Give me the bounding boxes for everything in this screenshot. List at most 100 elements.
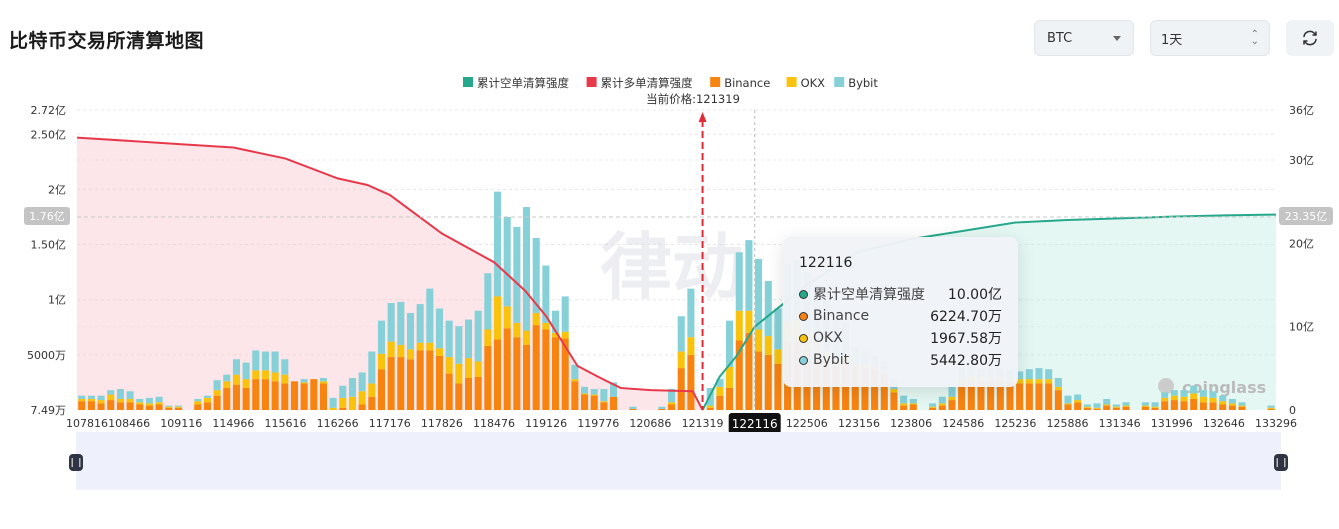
x-tick: 116266 (317, 417, 359, 430)
liquidation-bar (1074, 400, 1082, 403)
liquidation-bar (1016, 383, 1024, 410)
liquidation-bar (1267, 407, 1275, 409)
liquidation-bar (532, 237, 540, 313)
tooltip-label: OKX (813, 330, 843, 346)
liquidation-bar (484, 346, 492, 410)
tooltip-title: 122116 (799, 255, 853, 271)
liquidation-bar (1151, 402, 1159, 407)
x-tick: 117176 (369, 417, 411, 430)
slider-handle-right[interactable]: ❙❙ (1273, 454, 1289, 471)
liquidation-bar (213, 380, 221, 391)
liquidation-bar (716, 395, 724, 410)
liquidation-bar (252, 370, 260, 380)
liquidation-bar (948, 396, 956, 401)
liquidation-bar (1267, 408, 1275, 410)
x-axis-pointer-label: 122116 (732, 417, 778, 431)
right-axis-pointer (1279, 207, 1333, 225)
liquidation-bar (107, 400, 115, 410)
right-y-tick: 36亿 (1289, 104, 1314, 117)
x-tick: 123806 (890, 417, 932, 430)
liquidation-bar (165, 405, 173, 407)
liquidation-bar (242, 379, 250, 388)
liquidation-bar (1180, 390, 1188, 397)
tooltip-label: Binance (813, 308, 870, 324)
liquidation-bar (1209, 397, 1217, 403)
liquidation-bar (1083, 404, 1091, 407)
liquidation-bar (900, 405, 908, 410)
page-title: 比特币交易所清算地图 (9, 30, 205, 52)
liquidation-bar (755, 329, 763, 352)
liquidation-bar (590, 394, 598, 396)
liquidation-bar (87, 401, 95, 410)
tooltip-value: 5442.80万 (930, 353, 1002, 369)
liquidation-bar (78, 398, 86, 402)
liquidation-bar (1219, 401, 1227, 405)
liquidation-bar (1180, 401, 1188, 410)
chart-tooltip: 122116 累计空单清算强度 10.00亿 Binance 6224.70万 … (783, 237, 1018, 387)
liquidation-bar (455, 363, 463, 384)
liquidation-bar (1219, 395, 1227, 402)
liquidation-bar (706, 407, 714, 410)
liquidation-bar (774, 363, 782, 410)
x-tick: 123156 (838, 417, 880, 430)
liquidation-bar (1161, 401, 1169, 410)
liquidation-bar (416, 350, 424, 410)
liquidation-bar (155, 404, 163, 410)
liquidation-bar (271, 351, 279, 373)
refresh-button[interactable] (1286, 20, 1334, 56)
liquidation-bar (1170, 395, 1178, 401)
liquidation-bar (561, 296, 569, 332)
x-tick: 132646 (1203, 417, 1245, 430)
tooltip-value: 6224.70万 (930, 309, 1002, 325)
liquidation-bar (1083, 406, 1091, 408)
zoom-slider-track[interactable] (76, 432, 1281, 490)
liquidation-bar (271, 372, 279, 382)
liquidation-bar (755, 258, 763, 330)
left-y-tick: 2.50亿 (31, 128, 67, 141)
liquidation-bar (1190, 398, 1198, 410)
liquidation-bar (87, 395, 95, 399)
liquidation-bar (493, 296, 502, 340)
liquidation-bar (174, 406, 182, 408)
coin-select[interactable]: BTC (1034, 20, 1134, 56)
x-tick: 119776 (577, 417, 619, 430)
liquidation-bar (716, 379, 724, 387)
liquidation-bar (339, 397, 347, 408)
liquidation-bar (87, 398, 95, 402)
time-range-select[interactable]: 1天 ⌃ ⌄ (1150, 20, 1270, 56)
x-tick: 120686 (629, 417, 671, 430)
liquidation-bar (1219, 404, 1227, 410)
coin-select-value: BTC (1047, 30, 1073, 46)
tooltip-label: Bybit (813, 352, 850, 368)
liquidation-bar (339, 407, 347, 410)
refresh-icon (1303, 30, 1317, 46)
liquidation-bar (929, 407, 937, 410)
x-tick: 117826 (421, 417, 463, 430)
legend-item: 累计多单清算强度 (601, 76, 693, 90)
liquidation-bar (687, 337, 695, 355)
liquidation-bar (232, 374, 240, 385)
liquidation-bar (387, 341, 395, 358)
liquidation-bar (1141, 405, 1149, 407)
liquidation-bar (445, 373, 453, 410)
liquidation-bar (223, 381, 231, 388)
legend-swatch (786, 77, 797, 87)
liquidation-bar (194, 398, 202, 402)
time-range-value: 1天 (1161, 32, 1183, 48)
liquidation-bar (377, 320, 386, 354)
liquidation-bar (319, 383, 328, 410)
long-liquidation-line (76, 136, 704, 411)
liquidation-bar (493, 191, 502, 297)
liquidation-bar (1025, 379, 1033, 384)
liquidation-bar (1093, 403, 1101, 408)
liquidation-bar (136, 398, 144, 403)
liquidation-bar (493, 339, 502, 410)
liquidation-bar (1209, 391, 1217, 398)
liquidation-bar (726, 366, 734, 388)
liquidation-bar (155, 402, 163, 405)
liquidation-bar (571, 364, 579, 380)
liquidation-bar (764, 336, 772, 355)
liquidation-bar (1151, 406, 1159, 408)
slider-handle-left[interactable]: ❙❙ (68, 454, 84, 471)
liquidation-bar (1141, 402, 1149, 406)
